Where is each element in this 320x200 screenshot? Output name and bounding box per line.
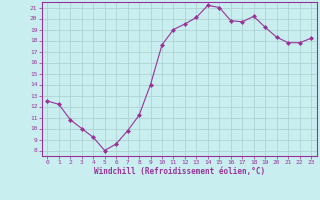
X-axis label: Windchill (Refroidissement éolien,°C): Windchill (Refroidissement éolien,°C) [94,167,265,176]
